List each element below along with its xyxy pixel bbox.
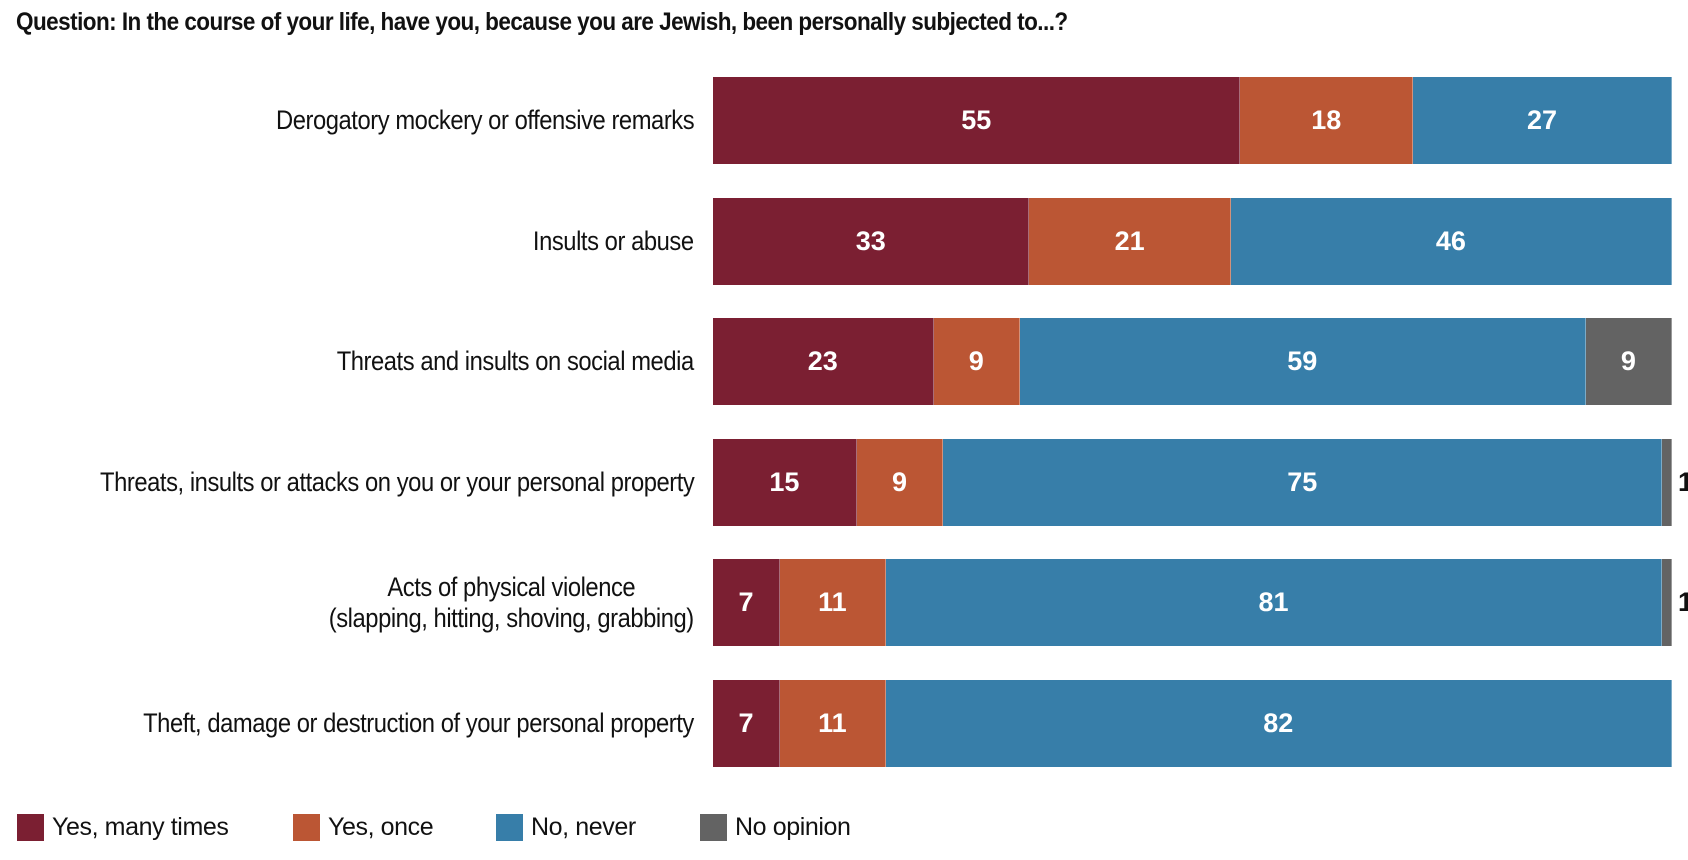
bar-segment: 27 bbox=[1413, 77, 1672, 164]
bar-segment: 23 bbox=[713, 318, 934, 406]
category-label: Insults or abuse bbox=[533, 225, 694, 256]
data-label: 1 bbox=[1678, 466, 1688, 497]
bar-segment: 7 bbox=[713, 559, 781, 647]
legend-label: No, never bbox=[531, 813, 636, 841]
chart-title: Question: In the course of your life, ha… bbox=[16, 8, 1068, 36]
bar-segment: 33 bbox=[713, 197, 1030, 285]
legend-label: No opinion bbox=[735, 813, 851, 841]
data-label: 1 bbox=[1678, 587, 1688, 618]
stacked-bar: 15 9 75 bbox=[713, 438, 1672, 526]
data-label: 15 bbox=[769, 466, 800, 497]
stacked-bar: 7 11 82 bbox=[713, 680, 1672, 767]
data-label: 9 bbox=[968, 346, 984, 377]
bar-row: Derogatory mockery or offensive remarks 5… bbox=[0, 77, 1688, 164]
bar-segment: 18 bbox=[1240, 77, 1414, 164]
bar-segment: 55 bbox=[713, 77, 1241, 164]
data-label: 27 bbox=[1527, 105, 1558, 135]
bar-segment: 15 bbox=[713, 438, 857, 526]
bar-segment: 59 bbox=[1019, 318, 1586, 406]
legend-swatch bbox=[700, 814, 727, 841]
data-label: 11 bbox=[818, 708, 847, 738]
data-label: 7 bbox=[738, 708, 754, 738]
data-label: 59 bbox=[1287, 346, 1318, 377]
bar-row: Insults or abuse 33 21 46 bbox=[0, 197, 1688, 285]
bar-segment: 21 bbox=[1029, 197, 1231, 285]
data-label: 33 bbox=[855, 225, 886, 256]
data-label: 9 bbox=[1620, 346, 1636, 377]
bar-segment: 9 bbox=[933, 318, 1020, 406]
bar-segment: 11 bbox=[780, 680, 886, 767]
legend-label: Yes, once bbox=[328, 813, 434, 841]
data-label: 21 bbox=[1114, 225, 1145, 256]
data-label: 11 bbox=[818, 587, 847, 618]
category-label: Derogatory mockery or offensive remarks bbox=[275, 105, 695, 135]
bar-segment: 46 bbox=[1230, 197, 1672, 285]
bar-segment bbox=[1662, 559, 1672, 647]
data-label: 23 bbox=[807, 346, 838, 377]
bar-segment bbox=[1662, 438, 1672, 526]
category-label: Theft, damage or destruction of your per… bbox=[143, 708, 694, 738]
legend-item: No opinion bbox=[700, 813, 851, 842]
bar-row: Threats and insults on social media 23 9 59… bbox=[0, 318, 1688, 406]
stacked-bar: 7 11 81 bbox=[713, 559, 1672, 647]
legend-swatch bbox=[496, 814, 523, 841]
bar-segment: 82 bbox=[885, 680, 1672, 767]
category-label: Threats and insults on social media bbox=[336, 346, 694, 377]
category-label: Threats, insults or attacks on you or yo… bbox=[99, 466, 695, 497]
bar-segment: 9 bbox=[1585, 318, 1672, 406]
data-label: 18 bbox=[1311, 105, 1342, 135]
data-label: 9 bbox=[891, 466, 907, 497]
legend-item: Yes, once bbox=[293, 813, 434, 842]
bar-segment: 11 bbox=[780, 559, 886, 647]
bar-row: Acts of physical violence (slapping, hit… bbox=[0, 559, 1688, 647]
legend-swatch bbox=[17, 814, 44, 841]
stacked-bar: 55 18 27 bbox=[713, 77, 1672, 164]
data-label: 82 bbox=[1263, 708, 1294, 738]
bar-segment: 9 bbox=[856, 438, 944, 526]
data-label: 55 bbox=[961, 105, 992, 135]
bar-segment: 81 bbox=[885, 559, 1663, 647]
stacked-bar: 33 21 46 bbox=[713, 197, 1672, 285]
data-label: 46 bbox=[1435, 225, 1466, 256]
bar-segment: 75 bbox=[943, 438, 1663, 526]
stacked-bar: 23 9 59 9 bbox=[713, 318, 1672, 406]
data-label: 81 bbox=[1258, 587, 1289, 618]
legend-swatch bbox=[293, 814, 320, 841]
category-label: Acts of physical violence (slapping, hit… bbox=[328, 571, 694, 633]
bar-row: Theft, damage or destruction of your per… bbox=[0, 680, 1688, 767]
legend-label: Yes, many times bbox=[52, 813, 229, 841]
data-label: 75 bbox=[1287, 466, 1318, 497]
legend-item: Yes, many times bbox=[17, 813, 229, 842]
legend-item: No, never bbox=[496, 813, 636, 842]
data-label: 7 bbox=[738, 587, 754, 618]
bar-row: Threats, insults or attacks on you or yo… bbox=[0, 438, 1688, 526]
bar-segment: 7 bbox=[713, 680, 781, 767]
